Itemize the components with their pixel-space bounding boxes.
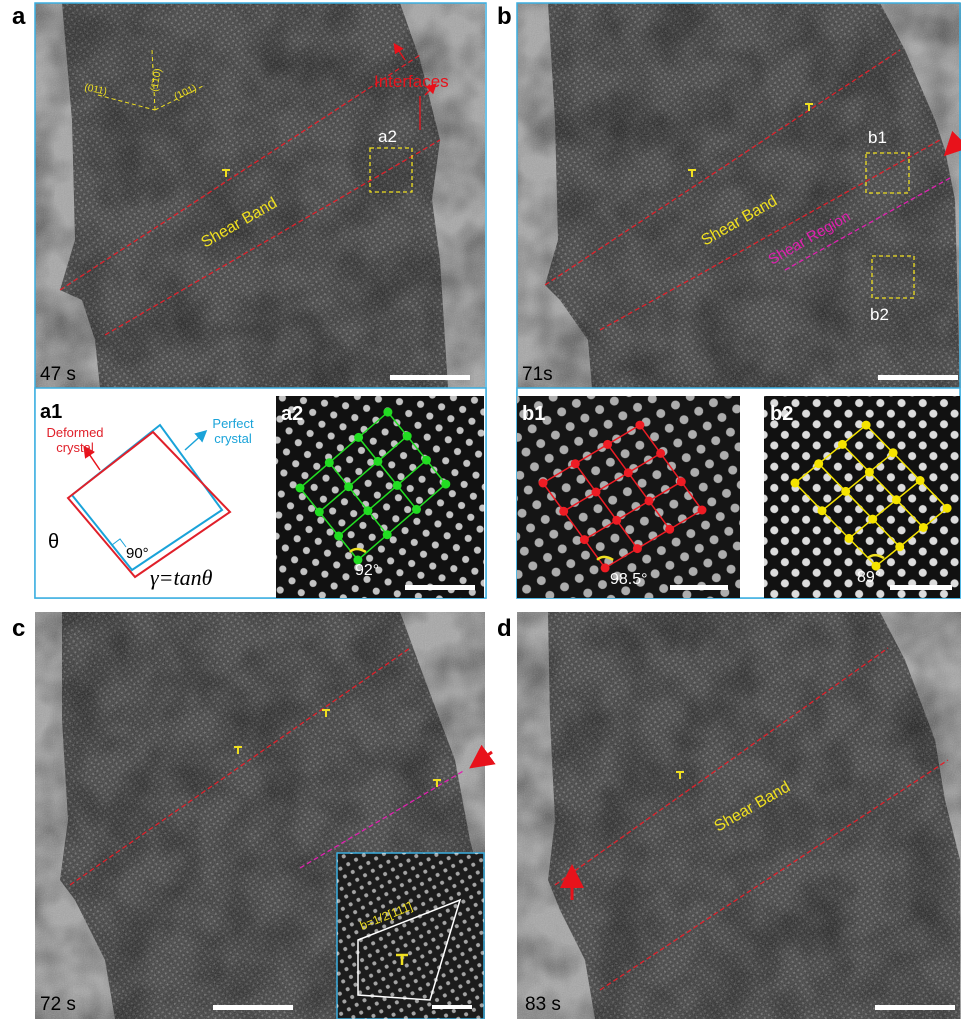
lattice-grid (814, 459, 823, 468)
inset-b1 (517, 396, 740, 598)
lattice-grid (645, 497, 654, 506)
annotation: Deformed (46, 425, 103, 440)
lattice-grid (943, 504, 952, 513)
lattice-grid (889, 448, 898, 457)
lattice-grid (383, 530, 392, 539)
annotation: 90° (126, 545, 149, 562)
lattice-grid (698, 506, 707, 515)
lattice-grid (334, 532, 343, 541)
lattice-grid (603, 440, 612, 449)
panel-a-image (35, 3, 485, 388)
lattice-grid (539, 479, 548, 488)
inset-a2 (276, 396, 484, 598)
lattice-grid (656, 449, 665, 458)
lattice-grid (845, 534, 854, 543)
lattice-grid (862, 421, 871, 430)
lattice-grid (624, 468, 633, 477)
lattice-grid (422, 456, 431, 465)
lattice-grid (601, 563, 610, 572)
panel-label: b1 (522, 403, 545, 425)
lattice-grid (559, 507, 568, 516)
lattice-grid (315, 508, 324, 517)
panel-b-image (517, 3, 961, 388)
annotation: b1 (868, 128, 887, 147)
angle-label: 92° (355, 562, 379, 579)
inset-b2 (764, 396, 960, 598)
annotation: crystal (214, 431, 252, 446)
annotation: θ (48, 531, 59, 553)
lattice-grid (344, 482, 353, 491)
lattice-grid (818, 506, 827, 515)
time-label: 83 s (525, 994, 561, 1015)
lattice-grid (919, 523, 928, 532)
panel-label: d (497, 615, 512, 642)
annotation: a2 (378, 127, 397, 146)
panel-label: c (12, 615, 25, 642)
lattice-grid (916, 476, 925, 485)
time-label: 47 s (40, 364, 76, 385)
lattice-grid (571, 459, 580, 468)
lattice-grid (665, 525, 674, 534)
time-label: 71s (522, 364, 553, 385)
figure: a Interfaces Shear Band a2 (011) (1̄10) … (0, 0, 961, 1019)
lattice-grid (441, 480, 450, 489)
lattice-grid (677, 477, 686, 486)
annotation: b2 (870, 305, 889, 324)
lattice-grid (580, 535, 589, 544)
lattice-grid (841, 487, 850, 496)
angle-label: 89° (857, 569, 881, 586)
panel-label: a2 (281, 403, 303, 425)
annotation: Perfect (212, 416, 254, 431)
time-label: 72 s (40, 994, 76, 1015)
annotation: crystal (56, 440, 94, 455)
lattice-grid (633, 544, 642, 553)
lattice-grid (325, 458, 334, 467)
lattice-grid (592, 488, 601, 497)
lattice-grid (838, 440, 847, 449)
lattice-grid (868, 515, 877, 524)
lattice-grid (612, 516, 621, 525)
lattice-grid (383, 408, 392, 417)
lattice-grid (403, 432, 412, 441)
page: a Interfaces Shear Band a2 (011) (1̄10) … (0, 0, 961, 1019)
lattice-grid (354, 433, 363, 442)
panel-label: a1 (40, 401, 62, 423)
angle-label: 98.5° (610, 571, 648, 588)
formula: γ=tanθ (150, 565, 213, 590)
lattice-grid (412, 505, 421, 514)
lattice-grid (363, 506, 372, 515)
lattice-grid (373, 457, 382, 466)
lattice-grid (895, 542, 904, 551)
lattice-grid (892, 495, 901, 504)
panel-label: a (12, 3, 26, 30)
panel-label: b (497, 3, 512, 30)
annotation: Interfaces (374, 72, 449, 91)
panel-label: b2 (770, 403, 793, 425)
lattice-grid (791, 479, 800, 488)
lattice-grid (296, 484, 305, 493)
lattice-grid (865, 468, 874, 477)
lattice-grid (393, 481, 402, 490)
lattice-grid (635, 421, 644, 430)
